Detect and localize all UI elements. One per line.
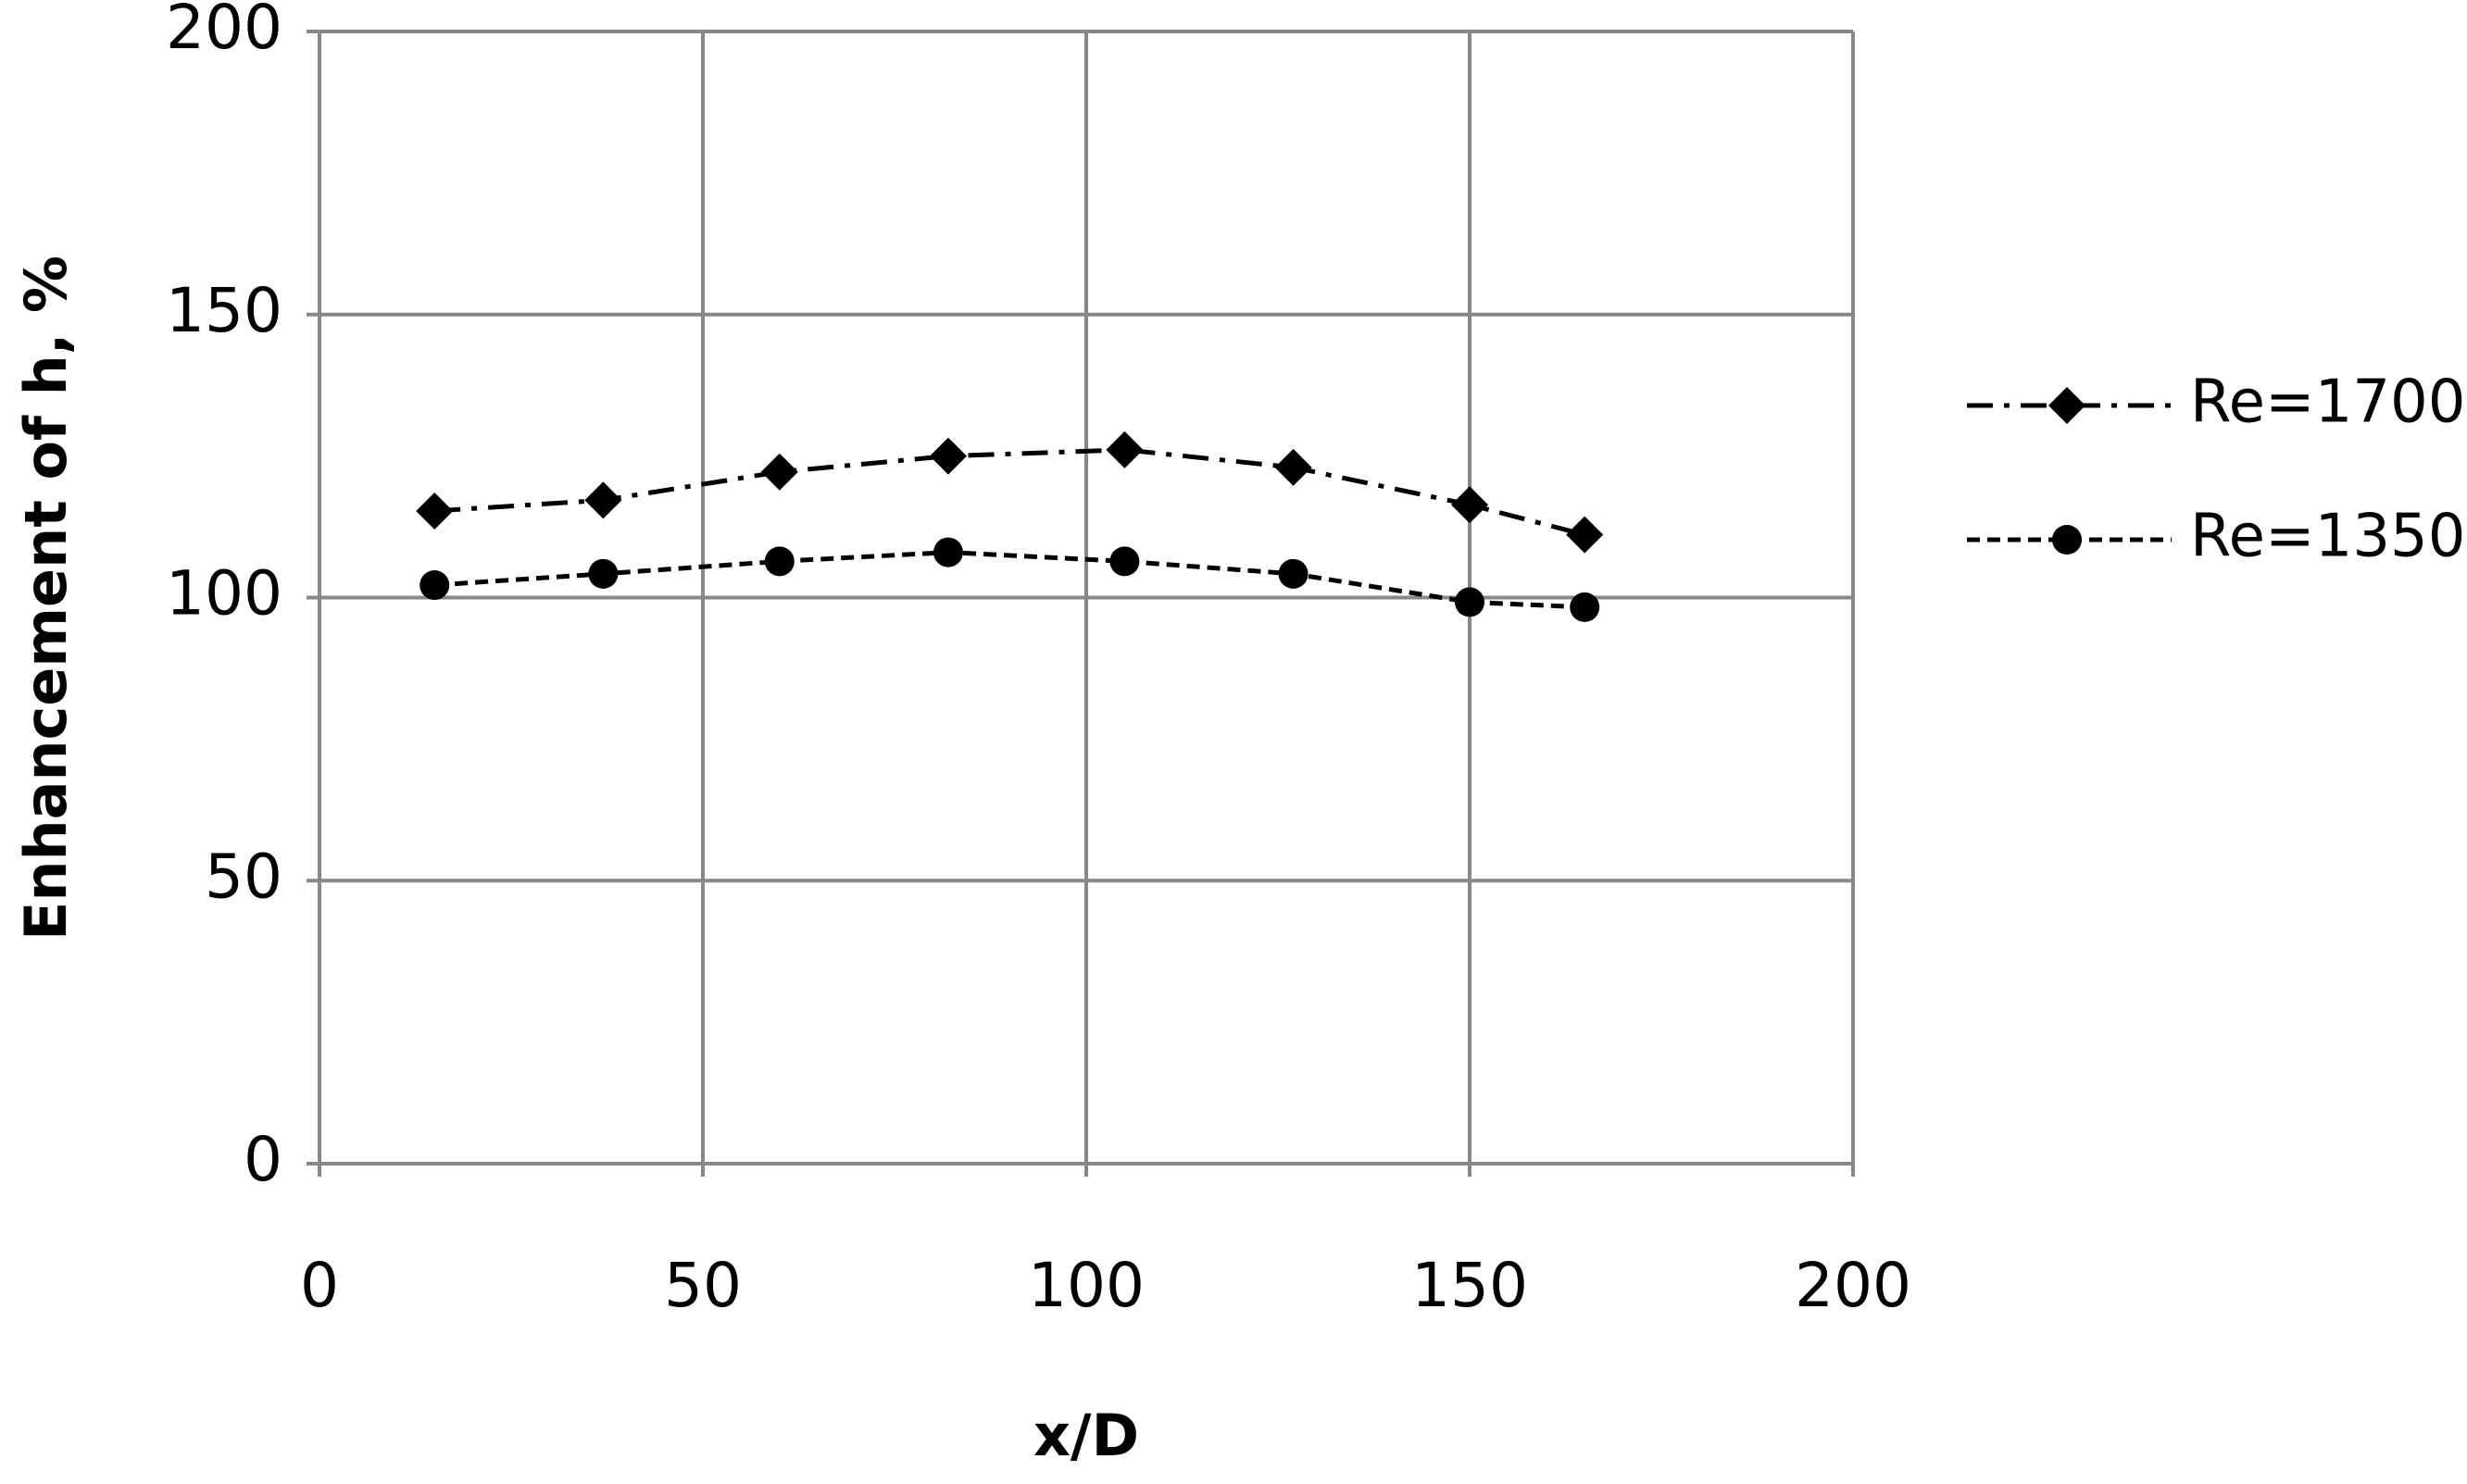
marker [1451, 486, 1488, 524]
y-tick-label: 200 [166, 0, 282, 63]
marker [420, 570, 450, 601]
y-tick-label: 0 [244, 1124, 282, 1195]
marker [1106, 430, 1144, 468]
marker [764, 546, 795, 577]
x-tick-label: 200 [1795, 1250, 1911, 1321]
marker [760, 453, 798, 491]
series-line [434, 550, 1585, 610]
y-tick-label: 150 [166, 275, 282, 346]
legend-label: Re=1700 [2190, 368, 2465, 437]
x-tick-label: 100 [1028, 1250, 1145, 1321]
marker [1274, 448, 1312, 486]
legend-label: Re=1350 [2190, 503, 2465, 571]
marker [1566, 516, 1604, 554]
marker [584, 481, 622, 519]
marker [1570, 592, 1600, 622]
marker [416, 492, 454, 530]
y-tick-label: 50 [205, 841, 282, 912]
legend-marker [2052, 525, 2082, 555]
series-line [434, 447, 1585, 538]
x-tick-label: 150 [1411, 1250, 1528, 1321]
y-axis-label: Enhancement of h, % [12, 256, 80, 941]
x-tick-label: 50 [664, 1250, 742, 1321]
marker [1455, 587, 1484, 617]
x-axis-label: x/D [1033, 1402, 1139, 1469]
marker [588, 558, 619, 589]
legend-marker [2048, 387, 2085, 424]
marker [929, 437, 967, 475]
marker [1109, 546, 1140, 577]
y-tick-label: 100 [166, 558, 282, 630]
marker [933, 537, 963, 567]
x-tick-label: 0 [300, 1250, 339, 1321]
marker [1278, 558, 1309, 589]
